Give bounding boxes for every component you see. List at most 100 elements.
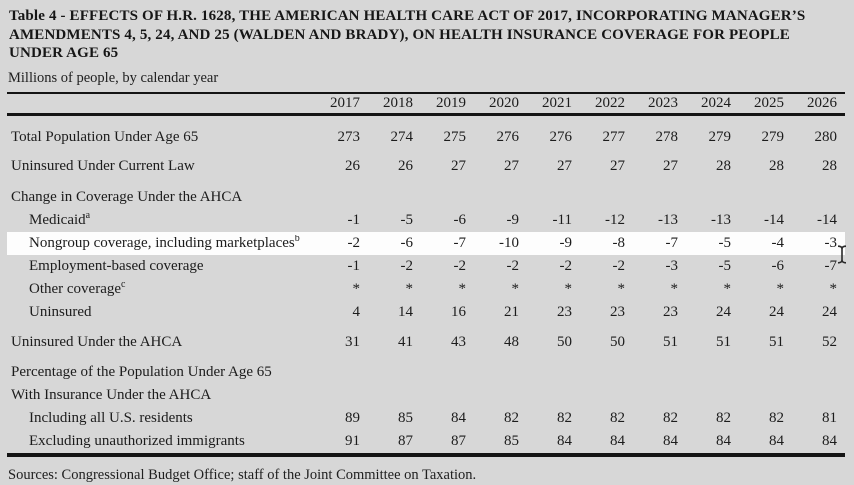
value-cell: -3 bbox=[824, 234, 838, 251]
value-cell: 81 bbox=[822, 409, 837, 426]
sources-note: Sources: Congressional Budget Office; st… bbox=[8, 466, 477, 483]
value-cell: 278 bbox=[655, 128, 679, 145]
data-table: 2017 2018 2019 2020 2021 2022 2023 2024 2025 2026… bbox=[7, 91, 845, 457]
value-cell: -2 bbox=[453, 257, 467, 274]
value-cell: 31 bbox=[345, 333, 360, 350]
value-cell: 279 bbox=[708, 128, 732, 145]
footnote-marker: b bbox=[294, 234, 300, 244]
table-row: Change in Coverage Under the AHCA bbox=[7, 186, 845, 209]
value-cell: * bbox=[458, 280, 467, 297]
value-cell: -6 bbox=[400, 234, 414, 251]
table-row: Excluding unauthorized immigrants 91 87 87 8… bbox=[7, 430, 845, 453]
value-cell: 43 bbox=[451, 333, 466, 350]
value-cell: -2 bbox=[400, 257, 414, 274]
value-cell: * bbox=[352, 280, 361, 297]
value-cell: 82 bbox=[663, 409, 678, 426]
table-header-row: 2017 2018 2019 2020 2021 2022 2023 2024 2025 2026 bbox=[7, 94, 845, 116]
row-label: Uninsured bbox=[29, 303, 92, 320]
value-cell: 87 bbox=[451, 432, 466, 449]
value-cell: 280 bbox=[814, 128, 838, 145]
row-label: Total Population Under Age 65 bbox=[11, 128, 199, 145]
table-row: Other coveragec * * * * * * * * * * bbox=[7, 278, 845, 301]
value-cell: -7 bbox=[824, 257, 838, 274]
value-cell: -14 bbox=[817, 211, 837, 228]
year-column-header: 2023 bbox=[648, 94, 678, 111]
table-row: Including all U.S. residents 89 85 84 82 82 82… bbox=[7, 407, 845, 430]
value-cell: 82 bbox=[610, 409, 625, 426]
year-column-header: 2020 bbox=[489, 94, 519, 111]
value-cell: 277 bbox=[602, 128, 626, 145]
title-line: UNDER AGE 65 bbox=[9, 45, 119, 61]
row-label: Percentage of the Population Under Age 6… bbox=[11, 363, 272, 380]
value-cell: 23 bbox=[557, 303, 572, 320]
value-cell: 84 bbox=[822, 432, 837, 449]
value-cell: 84 bbox=[716, 432, 731, 449]
table-row: Uninsured Under the AHCA 31 41 43 48 50 50 51 51… bbox=[7, 331, 845, 354]
value-cell: 51 bbox=[716, 333, 731, 350]
value-cell: * bbox=[617, 280, 626, 297]
value-cell: -7 bbox=[665, 234, 679, 251]
value-cell: 27 bbox=[557, 157, 572, 174]
value-cell: -4 bbox=[771, 234, 785, 251]
table-row: Uninsured Under Current Law 26 26 27 27 27 27 2… bbox=[7, 155, 845, 178]
row-label: Change in Coverage Under the AHCA bbox=[11, 188, 243, 205]
value-cell: -3 bbox=[665, 257, 679, 274]
value-cell: -10 bbox=[499, 234, 519, 251]
table-title: Table 4 - EFFECTS OF H.R. 1628, THE AMER… bbox=[9, 7, 844, 63]
value-cell: 84 bbox=[610, 432, 625, 449]
value-cell: 21 bbox=[504, 303, 519, 320]
value-cell: -1 bbox=[347, 257, 361, 274]
text-cursor-icon bbox=[837, 245, 847, 264]
row-label: With Insurance Under the AHCA bbox=[11, 386, 212, 403]
footnote-marker: a bbox=[85, 211, 91, 221]
value-cell: -12 bbox=[605, 211, 625, 228]
value-cell: -5 bbox=[400, 211, 414, 228]
value-cell: -1 bbox=[347, 211, 361, 228]
value-cell: 276 bbox=[496, 128, 520, 145]
value-cell: * bbox=[405, 280, 414, 297]
value-cell: -5 bbox=[718, 257, 732, 274]
value-cell: 27 bbox=[451, 157, 466, 174]
value-cell: 52 bbox=[822, 333, 837, 350]
value-cell: 273 bbox=[337, 128, 361, 145]
value-cell: -9 bbox=[559, 234, 573, 251]
value-cell: -6 bbox=[771, 257, 785, 274]
value-cell: -8 bbox=[612, 234, 626, 251]
table-row: Medicaida -1 -5 -6 -9 -11 -12 -13 -13 -14 -14 bbox=[7, 209, 845, 232]
value-cell: 26 bbox=[398, 157, 413, 174]
value-cell: 16 bbox=[451, 303, 466, 320]
value-cell: 48 bbox=[504, 333, 519, 350]
value-cell: -2 bbox=[506, 257, 520, 274]
value-cell: 274 bbox=[390, 128, 414, 145]
value-cell: 24 bbox=[716, 303, 731, 320]
value-cell: 51 bbox=[663, 333, 678, 350]
value-cell: * bbox=[829, 280, 838, 297]
value-cell: 84 bbox=[451, 409, 466, 426]
value-cell: 275 bbox=[443, 128, 467, 145]
document-page: Table 4 - EFFECTS OF H.R. 1628, THE AMER… bbox=[0, 7, 854, 485]
value-cell: 41 bbox=[398, 333, 413, 350]
value-cell: * bbox=[511, 280, 520, 297]
table-row: Employment-based coverage -1 -2 -2 -2 -2 -2 -3 -… bbox=[7, 255, 845, 278]
value-cell: 82 bbox=[769, 409, 784, 426]
row-label: Uninsured Under Current Law bbox=[11, 157, 195, 174]
year-column-header: 2021 bbox=[542, 94, 572, 111]
value-cell: -7 bbox=[453, 234, 467, 251]
value-cell: 50 bbox=[557, 333, 572, 350]
title-line: AMENDMENTS 4, 5, 24, AND 25 (WALDEN AND … bbox=[9, 26, 790, 43]
value-cell: 89 bbox=[345, 409, 360, 426]
table-row: Percentage of the Population Under Age 6… bbox=[7, 361, 845, 384]
year-column-header: 2022 bbox=[595, 94, 625, 111]
value-cell: -6 bbox=[453, 211, 467, 228]
value-cell: 27 bbox=[610, 157, 625, 174]
table-subtitle: Millions of people, by calendar year bbox=[8, 69, 219, 86]
value-cell: 279 bbox=[761, 128, 785, 145]
year-column-header: 2018 bbox=[383, 94, 413, 111]
row-label: Including all U.S. residents bbox=[29, 409, 193, 426]
value-cell: 84 bbox=[663, 432, 678, 449]
value-cell: * bbox=[776, 280, 785, 297]
year-column-header: 2017 bbox=[330, 94, 360, 111]
row-label: Uninsured Under the AHCA bbox=[11, 333, 183, 350]
value-cell: 50 bbox=[610, 333, 625, 350]
value-cell: 4 bbox=[352, 303, 361, 320]
